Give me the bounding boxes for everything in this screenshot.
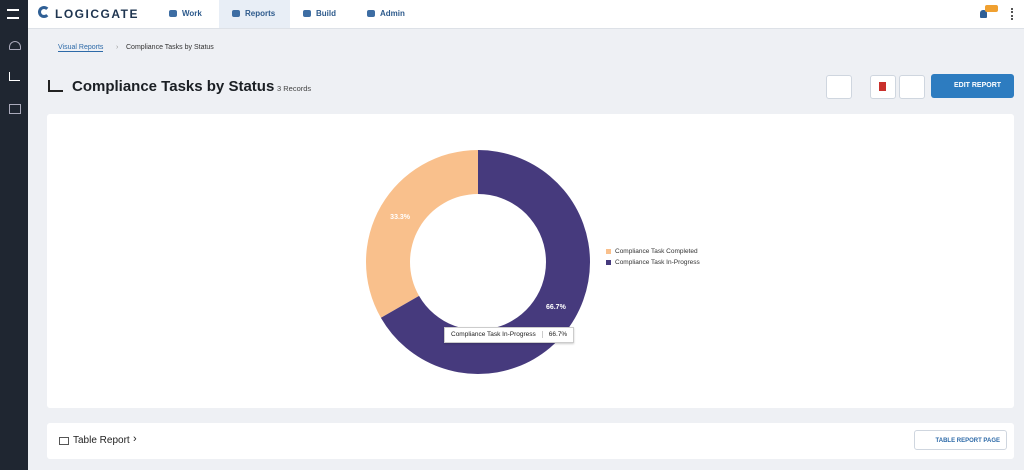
top-nav: LOGICGATE Work Reports Build Admin xyxy=(28,0,1024,29)
chart-card: 33.3% 66.7% Compliance Task Completed Comp… xyxy=(47,114,1014,408)
title-icon xyxy=(48,80,63,92)
menu-button[interactable] xyxy=(7,9,19,19)
legend-item[interactable]: Compliance Task In-Progress xyxy=(606,257,707,268)
delete-button[interactable] xyxy=(870,75,896,99)
user-menu[interactable] xyxy=(1011,8,1021,20)
nav-item[interactable]: Admin xyxy=(364,0,405,28)
tooltip: Compliance Task In-Progress 66.7% xyxy=(444,327,575,343)
legend-item[interactable]: Compliance Task Completed xyxy=(606,246,707,257)
donut-chart: 33.3% 66.7% xyxy=(365,150,590,374)
notification-icon[interactable] xyxy=(980,10,987,18)
page-title: Compliance Tasks by Status xyxy=(72,78,275,95)
chevron[interactable]: › xyxy=(133,433,137,445)
logo-mark xyxy=(38,6,50,18)
legend: Compliance Task Completed Compliance Task… xyxy=(606,246,707,268)
legend-swatch xyxy=(606,260,611,265)
reports-icon[interactable] xyxy=(9,72,20,81)
table-card: Table Report › TABLE REPORT PAGE xyxy=(47,423,1014,459)
table-report-title[interactable]: Table Report xyxy=(73,435,130,446)
sidebar xyxy=(0,0,28,470)
donut-slice xyxy=(365,150,478,318)
copy-button[interactable] xyxy=(899,75,925,99)
table-icon[interactable] xyxy=(9,104,21,114)
legend-label: Compliance Task Completed xyxy=(615,248,698,255)
dashboard-icon[interactable] xyxy=(9,41,21,50)
edit-report-button[interactable]: EDIT REPORT xyxy=(931,74,1014,98)
nav-active-bg xyxy=(219,0,290,28)
donut-slice xyxy=(380,150,590,374)
record-count: 3 Records xyxy=(277,84,312,93)
breadcrumb-link[interactable]: Visual Reports xyxy=(58,44,104,52)
breadcrumb-current: Compliance Tasks by Status xyxy=(126,44,214,51)
legend-swatch xyxy=(606,249,611,254)
nav-item[interactable]: Reports xyxy=(229,0,275,28)
brand[interactable]: LOGICGATE xyxy=(55,7,139,21)
table-report-page-button[interactable]: TABLE REPORT PAGE xyxy=(914,430,1007,450)
table-view-button[interactable] xyxy=(826,75,852,99)
table-icon xyxy=(59,437,69,445)
breadcrumb-separator: › xyxy=(116,44,119,51)
tooltip-value: 66.7% xyxy=(541,331,574,338)
nav-item[interactable]: Build xyxy=(300,0,336,28)
tooltip-label: Compliance Task In-Progress xyxy=(451,331,536,338)
nav-item[interactable]: Work xyxy=(166,0,202,28)
legend-label: Compliance Task In-Progress xyxy=(615,259,700,266)
slice-label: 33.3% xyxy=(390,214,411,221)
slice-label: 66.7% xyxy=(546,304,567,311)
notification-badge xyxy=(985,5,998,12)
